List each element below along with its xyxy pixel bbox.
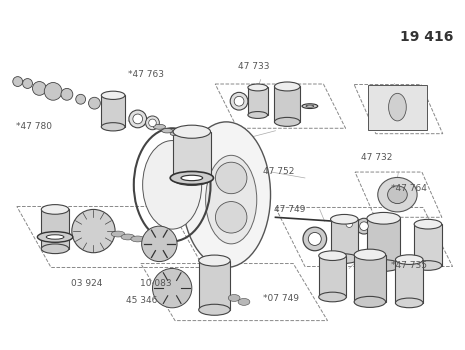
Ellipse shape [206, 155, 257, 244]
Ellipse shape [101, 122, 125, 131]
Text: 47 733: 47 733 [238, 62, 269, 71]
Ellipse shape [274, 82, 300, 91]
Ellipse shape [181, 175, 203, 181]
Ellipse shape [389, 93, 406, 121]
Ellipse shape [153, 124, 166, 129]
Bar [354, 255, 385, 302]
Ellipse shape [395, 298, 423, 308]
Circle shape [303, 227, 326, 251]
Ellipse shape [414, 261, 442, 270]
Ellipse shape [46, 235, 64, 239]
Bar [199, 261, 230, 310]
Ellipse shape [354, 249, 385, 260]
Bar [395, 260, 423, 303]
Circle shape [129, 110, 146, 128]
Text: 03 924: 03 924 [71, 279, 102, 288]
Text: 10 083: 10 083 [140, 279, 171, 288]
Ellipse shape [378, 177, 417, 212]
Text: 45 346: 45 346 [126, 296, 157, 305]
Bar [367, 218, 400, 266]
Bar [248, 88, 267, 115]
Ellipse shape [302, 104, 318, 108]
Ellipse shape [331, 254, 358, 264]
Ellipse shape [274, 117, 300, 126]
Ellipse shape [37, 232, 73, 242]
Bar [101, 95, 125, 127]
Circle shape [88, 97, 100, 109]
Ellipse shape [101, 91, 125, 99]
Ellipse shape [319, 251, 346, 260]
Ellipse shape [170, 172, 213, 184]
Circle shape [13, 77, 23, 86]
Ellipse shape [367, 212, 400, 224]
Circle shape [230, 92, 248, 110]
Circle shape [215, 202, 247, 233]
Text: 47 749: 47 749 [274, 205, 306, 214]
Ellipse shape [367, 260, 400, 271]
Ellipse shape [41, 205, 69, 214]
Circle shape [23, 79, 33, 89]
Circle shape [146, 116, 159, 130]
Ellipse shape [173, 173, 211, 186]
Bar [41, 209, 69, 249]
Circle shape [343, 218, 355, 230]
Circle shape [359, 222, 368, 231]
Text: 47 752: 47 752 [263, 167, 294, 176]
Circle shape [346, 221, 352, 228]
Ellipse shape [248, 112, 267, 118]
Bar [319, 256, 346, 297]
Ellipse shape [111, 231, 125, 237]
Ellipse shape [388, 186, 407, 204]
Ellipse shape [414, 219, 442, 229]
Ellipse shape [238, 299, 250, 305]
Ellipse shape [306, 105, 314, 107]
Ellipse shape [395, 255, 423, 264]
Text: *47 780: *47 780 [16, 121, 52, 131]
Bar [274, 86, 300, 122]
Ellipse shape [173, 125, 211, 138]
Text: 47 732: 47 732 [361, 153, 393, 162]
Text: *07 749: *07 749 [263, 294, 299, 303]
Text: *47 763: *47 763 [128, 70, 164, 79]
Circle shape [149, 119, 156, 127]
Ellipse shape [248, 84, 267, 91]
Ellipse shape [199, 255, 230, 266]
Circle shape [76, 94, 86, 104]
Ellipse shape [228, 295, 240, 301]
Ellipse shape [162, 128, 173, 133]
Circle shape [215, 162, 247, 194]
Ellipse shape [199, 304, 230, 315]
Circle shape [308, 232, 321, 245]
Circle shape [142, 226, 177, 261]
Circle shape [61, 89, 73, 100]
Circle shape [133, 114, 143, 124]
Bar [173, 132, 211, 179]
Ellipse shape [131, 236, 145, 242]
Circle shape [33, 82, 46, 95]
Ellipse shape [182, 122, 271, 267]
Bar [368, 85, 427, 130]
Ellipse shape [121, 234, 135, 240]
Ellipse shape [143, 141, 202, 229]
Circle shape [102, 100, 118, 116]
Text: 19 416: 19 416 [400, 30, 454, 44]
Ellipse shape [331, 215, 358, 224]
Circle shape [356, 218, 372, 234]
Circle shape [234, 96, 244, 106]
Circle shape [72, 209, 115, 253]
Ellipse shape [41, 244, 69, 254]
Text: *47 735: *47 735 [391, 261, 427, 270]
Text: *47 764: *47 764 [391, 184, 427, 192]
Circle shape [153, 268, 192, 308]
Ellipse shape [170, 132, 180, 136]
Bar [331, 219, 358, 259]
Ellipse shape [354, 296, 385, 307]
Bar [414, 224, 442, 266]
Circle shape [44, 83, 62, 100]
Ellipse shape [319, 292, 346, 302]
